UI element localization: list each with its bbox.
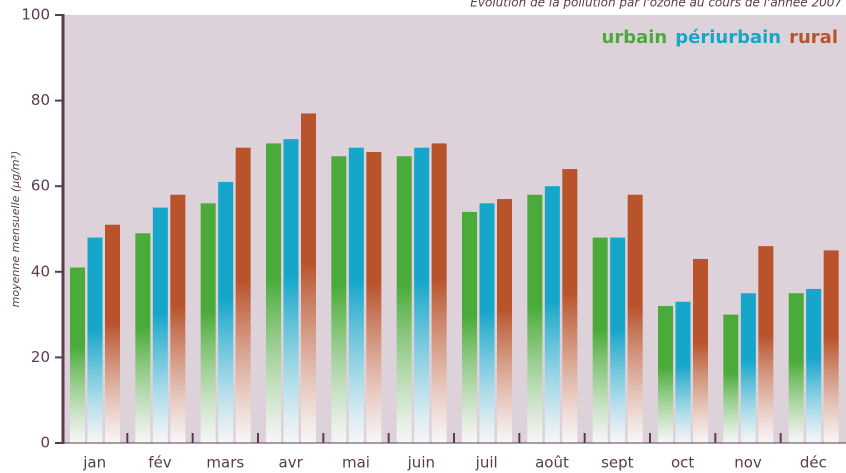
bar xyxy=(823,250,839,443)
bar xyxy=(301,113,316,443)
bar xyxy=(414,147,430,443)
bar xyxy=(806,288,822,443)
bar xyxy=(723,314,739,443)
chart-title: Évolution de la pollution par l'ozone au… xyxy=(470,0,842,10)
y-tick-label: 0 xyxy=(40,434,50,452)
x-tick-label: mars xyxy=(206,454,244,472)
y-axis-label: moyenne mensuelle (µg/m³) xyxy=(9,151,22,308)
y-tick-label: 20 xyxy=(31,348,50,366)
legend-entry: urbain xyxy=(602,27,668,48)
bar xyxy=(348,147,364,443)
bar xyxy=(105,224,120,443)
x-tick-label: oct xyxy=(671,454,694,472)
plot-area xyxy=(62,15,846,443)
x-tick-label: avr xyxy=(279,454,304,472)
bar xyxy=(627,194,643,443)
x-tick-label: mai xyxy=(342,454,370,472)
bar xyxy=(527,194,543,443)
y-tick-label: 40 xyxy=(31,262,50,280)
x-tick-label: jan xyxy=(82,454,106,472)
bar xyxy=(562,169,578,443)
x-tick-label: juil xyxy=(475,454,498,472)
x-tick-label: sept xyxy=(601,454,634,472)
bar xyxy=(396,156,412,444)
bar xyxy=(479,203,495,443)
bar xyxy=(740,293,756,443)
x-tick-label: nov xyxy=(734,454,762,472)
bar xyxy=(200,203,216,443)
bar xyxy=(788,293,804,443)
bar xyxy=(758,246,774,443)
bar xyxy=(170,194,186,443)
bar xyxy=(266,143,281,443)
bar xyxy=(610,237,626,443)
bar xyxy=(70,267,85,443)
legend-entry: périurbain xyxy=(675,27,781,48)
bar xyxy=(152,207,168,443)
bar xyxy=(658,306,673,443)
bar xyxy=(331,156,347,444)
bar xyxy=(87,237,103,443)
bar xyxy=(235,147,251,443)
x-tick-label: déc xyxy=(800,454,827,472)
bar xyxy=(497,199,512,443)
bar xyxy=(693,258,708,443)
bar xyxy=(592,237,608,443)
x-tick-label: août xyxy=(535,454,569,472)
y-tick-label: 60 xyxy=(31,177,50,195)
bar xyxy=(366,151,382,443)
y-tick-label: 80 xyxy=(31,91,50,109)
bar xyxy=(462,211,477,443)
y-tick-label: 100 xyxy=(21,6,50,24)
bar xyxy=(431,143,447,443)
x-tick-label: fév xyxy=(148,454,172,472)
x-tick-label: juin xyxy=(407,454,435,472)
bar xyxy=(283,139,299,443)
bar xyxy=(675,301,691,443)
bar xyxy=(218,181,234,444)
bar xyxy=(544,186,560,443)
bar xyxy=(135,233,151,443)
legend-entry: rural xyxy=(789,27,838,48)
